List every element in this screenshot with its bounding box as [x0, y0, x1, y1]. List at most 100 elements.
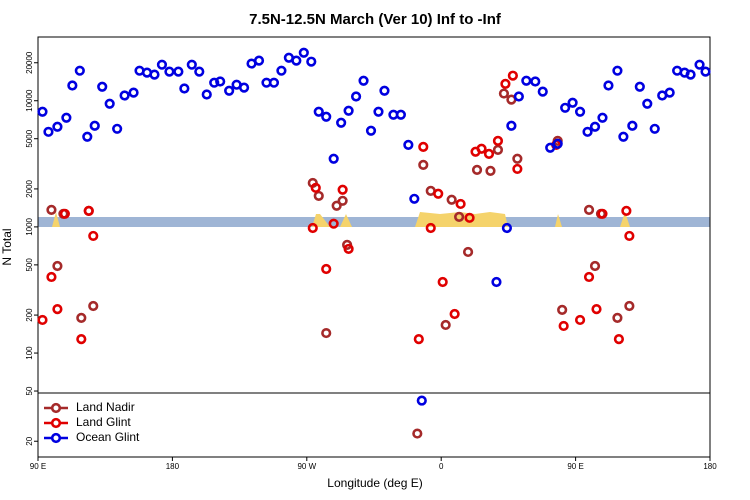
y-tick-label: 100	[25, 346, 34, 360]
point	[498, 88, 510, 99]
y-tick-label: 50	[25, 386, 34, 395]
x-tick-label: 90 W	[297, 462, 316, 471]
point	[358, 75, 369, 86]
point	[37, 106, 48, 117]
point	[291, 55, 302, 66]
point	[186, 59, 197, 70]
point	[179, 83, 190, 94]
point	[209, 77, 220, 88]
point	[268, 77, 280, 88]
point	[331, 200, 342, 211]
point	[313, 106, 324, 117]
point	[455, 198, 466, 210]
point	[491, 276, 502, 288]
point	[67, 80, 78, 91]
point	[82, 131, 93, 142]
point	[597, 112, 608, 123]
point	[310, 182, 321, 193]
point	[685, 69, 696, 80]
coverage-band	[38, 212, 710, 227]
point	[149, 69, 160, 80]
point	[164, 66, 175, 77]
x-tick-label: 90 E	[30, 462, 46, 471]
y-tick-label: 20000	[25, 51, 34, 74]
point	[574, 314, 586, 326]
point	[552, 138, 563, 149]
point	[627, 120, 638, 131]
point	[624, 300, 635, 312]
point	[409, 193, 420, 204]
point	[83, 205, 94, 216]
point	[425, 222, 436, 234]
point	[471, 164, 483, 175]
point	[433, 188, 444, 199]
point	[238, 82, 250, 93]
x-tick-label: 90 E	[567, 462, 583, 471]
point	[412, 428, 423, 439]
point	[512, 163, 523, 175]
point	[52, 121, 63, 132]
point	[343, 105, 354, 116]
legend-marker	[50, 402, 62, 414]
point	[194, 66, 205, 77]
point	[59, 208, 70, 219]
point	[567, 97, 578, 108]
point	[328, 153, 339, 164]
point	[76, 334, 87, 345]
y-tick-label: 500	[25, 258, 34, 272]
point	[591, 304, 602, 315]
point	[379, 85, 390, 96]
point	[560, 102, 571, 113]
point	[492, 144, 504, 155]
point	[521, 75, 532, 86]
point	[328, 218, 339, 229]
y-axis-label: N Total	[0, 228, 14, 265]
point	[46, 271, 57, 283]
point	[104, 98, 115, 109]
point	[583, 204, 595, 215]
point	[403, 139, 414, 150]
point	[88, 230, 99, 242]
point	[449, 308, 460, 320]
point	[582, 126, 593, 137]
point	[88, 300, 99, 312]
point	[395, 109, 406, 120]
point	[506, 120, 517, 131]
point	[649, 123, 660, 134]
point	[112, 123, 123, 134]
point	[337, 195, 348, 206]
point	[336, 117, 347, 128]
point	[215, 76, 226, 87]
point	[500, 78, 511, 89]
point	[537, 86, 548, 97]
legend-label: Land Glint	[76, 415, 131, 429]
y-tick-label: 1000	[25, 217, 34, 235]
y-tick-label: 2000	[25, 179, 34, 197]
point	[558, 320, 569, 332]
point	[89, 120, 100, 131]
point	[589, 260, 601, 272]
point	[37, 314, 48, 326]
point	[46, 204, 57, 215]
point	[343, 243, 354, 255]
point	[321, 327, 332, 339]
x-tick-label: 180	[703, 462, 717, 471]
point	[373, 106, 384, 117]
point	[612, 312, 623, 323]
point	[454, 211, 465, 223]
point	[618, 131, 629, 142]
point	[612, 65, 623, 76]
point	[621, 205, 632, 216]
point	[43, 126, 54, 137]
point	[694, 59, 705, 70]
point	[128, 87, 139, 98]
point	[224, 85, 235, 96]
point	[298, 47, 309, 58]
point	[418, 141, 429, 152]
point	[446, 194, 457, 205]
plot-frame	[37, 36, 711, 458]
point	[624, 230, 635, 242]
point	[545, 142, 556, 153]
